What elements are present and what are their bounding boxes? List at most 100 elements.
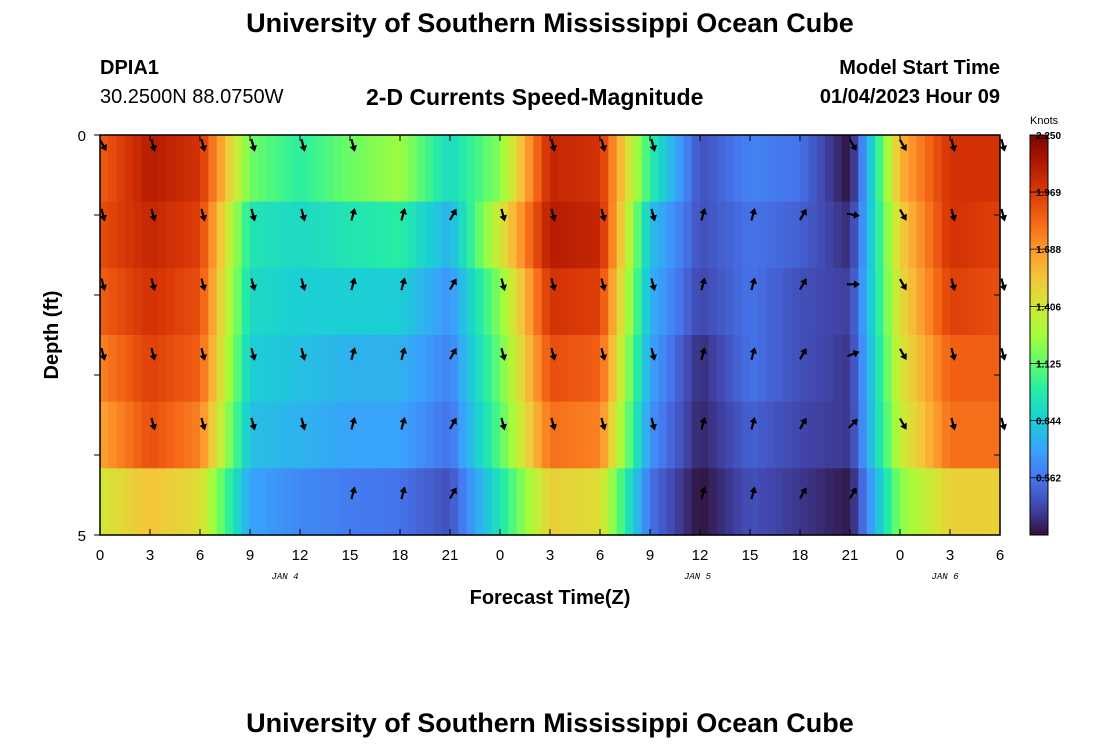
heatmap-cell (208, 201, 218, 269)
heatmap-cell (566, 268, 576, 336)
heatmap-cell (833, 468, 843, 536)
heatmap-cell (200, 335, 209, 403)
heatmap-cell (991, 335, 1001, 403)
current-arrow (799, 417, 807, 430)
heatmap-cell (991, 201, 1001, 269)
heatmap-cell (591, 468, 601, 536)
heatmap-cell (175, 201, 184, 269)
heatmap-cell (683, 468, 693, 536)
x-tick-label: 0 (496, 547, 504, 564)
heatmap-cell (683, 201, 693, 269)
heatmap-cell (241, 468, 251, 536)
heatmap-cell (950, 335, 959, 403)
heatmap-cell (858, 335, 868, 403)
current-arrow (799, 278, 807, 291)
heatmap-cell (600, 135, 609, 203)
heatmap-cell (766, 335, 776, 403)
heatmap-cell (908, 335, 918, 403)
x-tick-label: 0 (96, 547, 104, 564)
heatmap-cell (983, 468, 993, 536)
heatmap-cell (750, 268, 759, 336)
heatmap-cell (783, 135, 793, 203)
heatmap-cell (558, 268, 568, 336)
heatmap-cell (850, 268, 859, 336)
heatmap-cell (625, 201, 634, 269)
heatmap-cell (375, 468, 384, 536)
heatmap-cell (275, 135, 284, 203)
current-arrow (899, 417, 907, 430)
heatmap-cell (700, 335, 709, 403)
heatmap-cell (250, 268, 259, 336)
heatmap-cell (658, 468, 668, 536)
heatmap-cell (683, 335, 693, 403)
heatmap-cell (308, 268, 318, 336)
colorbar-label: 1.688 (1036, 245, 1061, 256)
heatmap-cell (933, 201, 943, 269)
heatmap-cell (491, 268, 501, 336)
current-arrow (299, 208, 307, 222)
heatmap-cell (391, 401, 401, 469)
heatmap-cell (666, 268, 676, 336)
heatmap-cell (191, 268, 201, 336)
heatmap-cell (291, 135, 301, 203)
heatmap-cell (325, 468, 334, 536)
heatmap-cell (133, 468, 143, 536)
heatmap-cell (841, 135, 851, 203)
heatmap-cell (725, 401, 734, 469)
heatmap-cell (483, 401, 493, 469)
heatmap-cell (141, 135, 151, 203)
heatmap-cell (991, 468, 1001, 536)
heatmap-cell (150, 201, 159, 269)
current-arrow (299, 278, 307, 292)
heatmap-cell (966, 268, 976, 336)
heatmap-cell (850, 201, 859, 269)
currents-heatmap-chart: 0 3 6 9 12 15 18 21 0 3 6 9 12 15 18 21 0 3 6 JAN 4 JAN 5 JAN… (41, 115, 1061, 609)
heatmap-cell (116, 401, 126, 469)
heatmap-cell (250, 401, 259, 469)
heatmap-cell (925, 201, 934, 269)
current-arrow (849, 139, 857, 152)
heatmap-cell (583, 401, 593, 469)
heatmap-cell (533, 135, 543, 203)
heatmap-cell (858, 468, 868, 536)
current-arrow (99, 208, 107, 222)
heatmap-cell (750, 401, 759, 469)
current-arrow (149, 347, 157, 361)
current-arrow (849, 487, 857, 500)
heatmap-cell (258, 268, 268, 336)
current-arrow (949, 138, 957, 152)
current-arrow (649, 347, 657, 361)
heatmap-cell (416, 468, 426, 536)
x-tick-label: 6 (596, 547, 604, 564)
current-arrow (699, 416, 707, 430)
heatmap-cell (366, 401, 376, 469)
heatmap-cell (508, 201, 518, 269)
heatmap-cell (141, 468, 151, 536)
current-arrow (899, 278, 907, 291)
heatmap-cell (333, 401, 343, 469)
heatmap-cell (875, 268, 884, 336)
heatmap-cell (491, 201, 501, 269)
x-tick-label: 15 (742, 547, 759, 564)
heatmap-cell (491, 135, 501, 203)
x-tick-label: 3 (146, 547, 154, 564)
colorbar: Knots 2.250 1.969 1.688 1.406 1.125 0.844 0.56… (1029, 115, 1061, 536)
heatmap-cell (866, 268, 876, 336)
x-tick-label: 6 (196, 547, 204, 564)
heatmap-cell (608, 468, 618, 536)
heatmap-cell (908, 135, 918, 203)
heatmap-cell (508, 135, 518, 203)
current-arrow (649, 417, 657, 431)
heatmap-cell (100, 201, 109, 269)
current-direction-arrows (99, 138, 1007, 500)
heatmap-cell (658, 335, 668, 403)
heatmap-cell (166, 135, 176, 203)
heatmap-cell (200, 268, 209, 336)
heatmap-cell (191, 401, 201, 469)
heatmap-cell (366, 135, 376, 203)
heatmap-cell (816, 335, 826, 403)
heatmap-cell (866, 335, 876, 403)
heatmap-cell (383, 468, 393, 536)
heatmap-cell (783, 268, 793, 336)
heatmap-cell (316, 135, 326, 203)
